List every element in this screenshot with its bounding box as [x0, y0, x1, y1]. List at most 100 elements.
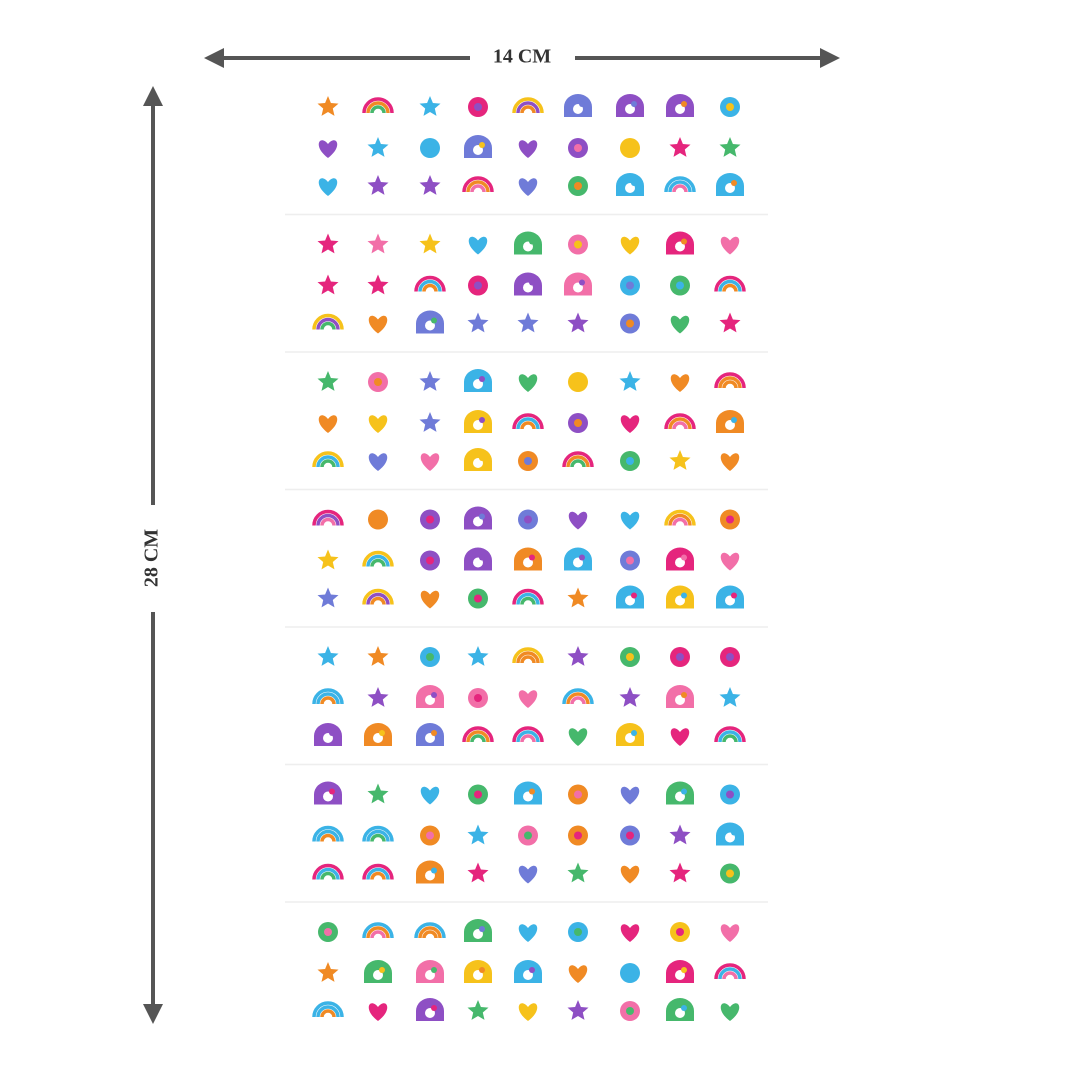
sticker — [514, 272, 542, 296]
sticker — [368, 315, 388, 334]
sticker-rainbow — [414, 922, 446, 939]
sticker-rainbow — [362, 97, 394, 114]
sticker — [467, 646, 489, 666]
sticker-detail — [529, 788, 535, 795]
sticker-heart — [420, 590, 440, 609]
sticker-rainbow — [516, 592, 540, 605]
sticker — [720, 453, 740, 471]
sticker-detail — [676, 928, 684, 936]
sticker — [720, 97, 740, 117]
sticker-detail — [474, 594, 482, 603]
sticker — [669, 862, 691, 883]
sticker-detail — [431, 692, 437, 698]
sticker-rainbow — [370, 833, 386, 842]
sticker-star — [719, 312, 741, 333]
sticker-heart — [518, 924, 538, 942]
sticker — [666, 547, 694, 571]
sticker-rainbow — [520, 655, 536, 664]
sticker — [512, 647, 544, 664]
sticker-heart — [720, 1003, 740, 1021]
sticker-star — [419, 96, 441, 116]
sticker — [518, 451, 538, 471]
sticker — [312, 688, 344, 705]
sticker — [512, 726, 544, 743]
sticker-detail — [681, 788, 687, 795]
sticker — [312, 825, 344, 842]
sticker-star — [669, 450, 691, 470]
sticker — [368, 1003, 388, 1021]
sticker-star — [317, 646, 339, 666]
sticker — [568, 511, 588, 530]
sticker-rainbow — [512, 413, 544, 430]
sticker-star — [719, 137, 741, 157]
sticker-rainbow — [366, 554, 390, 567]
sticker-star — [317, 962, 339, 982]
sticker — [362, 825, 394, 842]
sticker-heart — [620, 236, 640, 255]
sticker-detail — [431, 967, 437, 973]
sticker-rainbow — [520, 105, 536, 114]
sticker-detail — [379, 967, 385, 973]
sticker-star — [317, 371, 339, 391]
sticker-rainbow — [370, 558, 386, 567]
sticker-rainbow — [562, 451, 594, 468]
sticker-detail — [726, 790, 734, 799]
sticker — [720, 784, 740, 805]
sticker-heart — [518, 1003, 538, 1021]
sticker-heart — [318, 178, 338, 196]
sticker-detail — [479, 455, 485, 461]
sticker-rainbow — [320, 833, 336, 842]
sticker-detail — [374, 515, 382, 524]
sticker-star — [419, 233, 441, 254]
sticker-detail — [529, 967, 535, 973]
sticker-rainbow — [370, 105, 386, 114]
sticker — [317, 549, 339, 570]
sticker-rainbow — [512, 726, 544, 743]
sticker-detail — [479, 513, 485, 520]
sticker — [518, 374, 538, 392]
sticker — [464, 410, 492, 433]
sticker — [312, 509, 344, 526]
sticker-rainbow — [366, 926, 390, 939]
sticker-heart — [420, 453, 440, 471]
sticker-detail — [329, 730, 335, 736]
sticker-rainbow — [462, 726, 494, 743]
sticker-detail — [726, 103, 734, 111]
sticker-star — [567, 862, 589, 883]
sticker — [420, 138, 440, 158]
sticker — [464, 369, 492, 392]
sticker-heart — [720, 924, 740, 942]
sticker — [620, 550, 640, 571]
sticker-rainbow — [722, 283, 738, 292]
sticker — [568, 965, 588, 983]
sticker-star — [367, 137, 389, 157]
sticker-heart — [468, 236, 488, 255]
sticker — [620, 511, 640, 530]
sticker — [620, 924, 640, 942]
sticker — [468, 688, 488, 708]
sticker — [314, 723, 342, 746]
sticker — [564, 272, 592, 296]
sticker — [666, 231, 694, 255]
sticker — [719, 687, 741, 707]
sticker — [666, 960, 694, 983]
sticker-rainbow — [370, 930, 386, 939]
sticker — [666, 781, 694, 805]
sticker-detail — [426, 653, 434, 661]
sticker-heart — [368, 415, 388, 433]
sticker — [620, 825, 640, 846]
sticker — [467, 312, 489, 333]
sticker-detail — [574, 182, 582, 190]
sticker — [467, 1000, 489, 1020]
sticker-detail — [426, 144, 434, 152]
sticker-rainbow — [362, 550, 394, 567]
sticker-rainbow — [566, 692, 590, 705]
sticker-rainbow — [520, 596, 536, 605]
sticker-rainbow — [422, 930, 438, 939]
sticker — [362, 922, 394, 939]
sticker-detail — [479, 926, 485, 932]
sticker-rainbow — [722, 734, 738, 743]
sticker-rainbow — [316, 455, 340, 468]
sticker-detail — [626, 457, 634, 465]
sticker-star — [567, 312, 589, 333]
